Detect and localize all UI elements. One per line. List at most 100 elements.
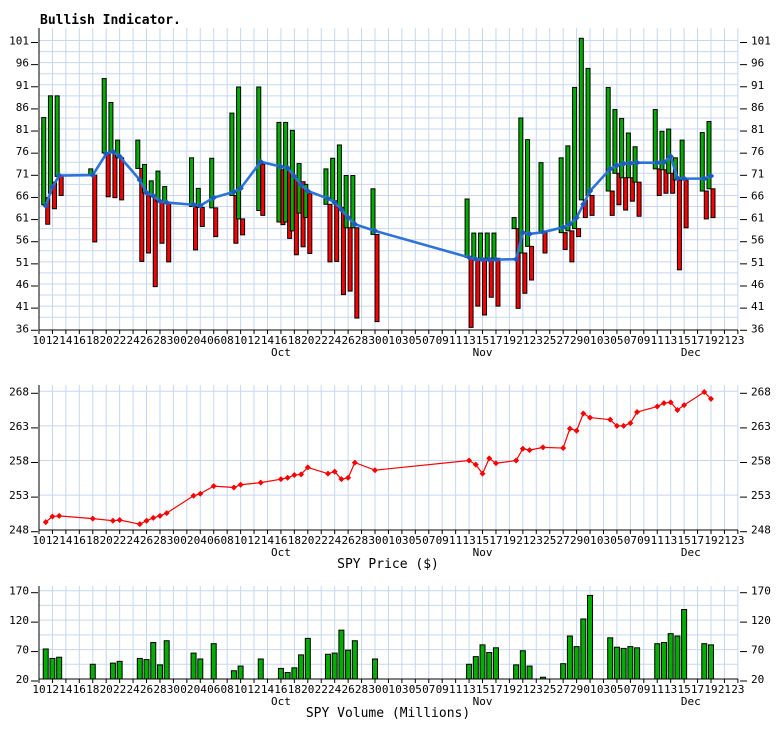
- month-caption: Dec: [681, 546, 701, 559]
- ma-marker-diamond: [539, 228, 547, 236]
- y-tick-label-right: 70: [751, 644, 764, 657]
- bearish-bar: [119, 157, 125, 201]
- bearish-bar: [146, 192, 152, 254]
- ma-marker-diamond: [156, 198, 164, 205]
- price-marker-diamond: [627, 420, 634, 427]
- ma-marker-diamond: [297, 181, 305, 189]
- volume-bar: [156, 664, 163, 680]
- price-marker-diamond: [667, 399, 674, 406]
- x-tick-label: 01: [382, 683, 395, 696]
- price-marker-diamond: [42, 519, 49, 526]
- x-tick-label: 21: [718, 534, 731, 547]
- x-tick-label: 10: [234, 683, 247, 696]
- bullish-bar: [605, 86, 611, 192]
- x-tick-label: 12: [46, 334, 59, 347]
- x-tick-label: 27: [557, 683, 570, 696]
- x-tick-label: 15: [476, 534, 489, 547]
- ma-marker-diamond: [519, 229, 527, 236]
- y-tick-label-left: 268: [9, 385, 29, 398]
- ma-marker-diamond: [344, 214, 352, 221]
- x-tick-label: 15: [677, 534, 690, 547]
- y-tick-label-right: 20: [751, 673, 764, 686]
- y-tick-label-left: 96: [16, 57, 29, 70]
- x-tick-label: 24: [328, 334, 342, 347]
- price-marker-diamond: [654, 403, 661, 410]
- x-tick-label: 11: [449, 534, 462, 547]
- volume-bar: [613, 646, 620, 680]
- price-marker-diamond: [324, 470, 331, 477]
- bearish-bar: [670, 172, 676, 194]
- x-tick-label: 16: [73, 683, 86, 696]
- x-tick-label: 12: [46, 683, 59, 696]
- x-tick-label: 02: [180, 334, 193, 347]
- x-tick-label: 23: [530, 334, 543, 347]
- price-marker-diamond: [479, 470, 486, 477]
- ma-marker-diamond: [613, 162, 621, 169]
- x-tick-label: 04: [194, 334, 208, 347]
- price-marker-diamond: [338, 476, 345, 483]
- volume-bar: [109, 662, 116, 680]
- x-tick-label: 01: [583, 683, 596, 696]
- price-marker-diamond: [573, 427, 580, 434]
- x-tick-label: 07: [624, 683, 637, 696]
- bullish-bar: [565, 145, 571, 232]
- x-tick-label: 23: [530, 534, 543, 547]
- y-tick-label-right: 96: [751, 57, 764, 70]
- x-tick-label: 16: [274, 534, 287, 547]
- price-marker-diamond: [607, 416, 614, 423]
- bullish-bar: [699, 132, 705, 192]
- volume-bar: [291, 667, 298, 680]
- x-tick-label: 13: [664, 334, 677, 347]
- y-tick-label-right: 71: [751, 167, 764, 180]
- ma-marker-diamond: [526, 230, 533, 238]
- volume-bar: [513, 664, 520, 680]
- volume-bar: [338, 629, 345, 680]
- y-tick-label-left: 71: [16, 167, 29, 180]
- y-tick-label-right: 101: [751, 35, 771, 48]
- bullish-bar: [350, 175, 356, 229]
- price-marker-diamond: [566, 425, 573, 432]
- bearish-bar: [139, 167, 145, 262]
- x-tick-label: 27: [557, 534, 570, 547]
- bullish-bar: [343, 175, 349, 229]
- volume-bar: [372, 658, 378, 680]
- y-tick-label-right: 41: [751, 300, 764, 313]
- x-tick-label: 10: [32, 534, 45, 547]
- bullish-bar: [484, 232, 490, 259]
- y-tick-label-left: 41: [16, 300, 29, 313]
- x-tick-label: 22: [315, 534, 328, 547]
- volume-bar: [566, 635, 573, 680]
- ma-marker-diamond: [667, 153, 674, 160]
- volume-bar: [472, 656, 479, 680]
- ma-marker-diamond: [49, 183, 56, 191]
- x-tick-label: 18: [86, 534, 99, 547]
- x-tick-label: 07: [624, 534, 637, 547]
- bearish-bar: [199, 206, 205, 227]
- x-tick-label: 06: [207, 334, 220, 347]
- y-tick-label-right: 61: [751, 212, 764, 225]
- volume-bar: [89, 663, 96, 680]
- price-marker-diamond: [116, 517, 123, 524]
- bearish-bar: [307, 192, 313, 254]
- x-tick-label: 21: [516, 683, 529, 696]
- x-tick-label: 01: [382, 334, 395, 347]
- price-marker-diamond: [587, 414, 594, 421]
- volume-bar: [560, 663, 567, 680]
- bullish-bar: [659, 130, 665, 171]
- bearish-bar: [488, 257, 494, 298]
- price-marker-diamond: [708, 395, 714, 402]
- ma-marker-diamond: [472, 255, 479, 263]
- x-tick-label: 23: [731, 534, 744, 547]
- x-tick-label: 14: [261, 683, 275, 696]
- price-marker-diamond: [472, 461, 479, 468]
- ma-marker-diamond: [324, 195, 332, 202]
- x-tick-label: 14: [59, 683, 73, 696]
- volume-bar: [42, 648, 49, 680]
- x-tick-label: 13: [462, 683, 475, 696]
- price-marker-diamond: [540, 444, 546, 451]
- volume-bar: [197, 658, 204, 680]
- bullish-bar: [256, 86, 262, 211]
- y-tick-label-left: 258: [9, 455, 29, 468]
- y-tick-label-left: 66: [16, 189, 29, 202]
- x-tick-label: 16: [274, 334, 287, 347]
